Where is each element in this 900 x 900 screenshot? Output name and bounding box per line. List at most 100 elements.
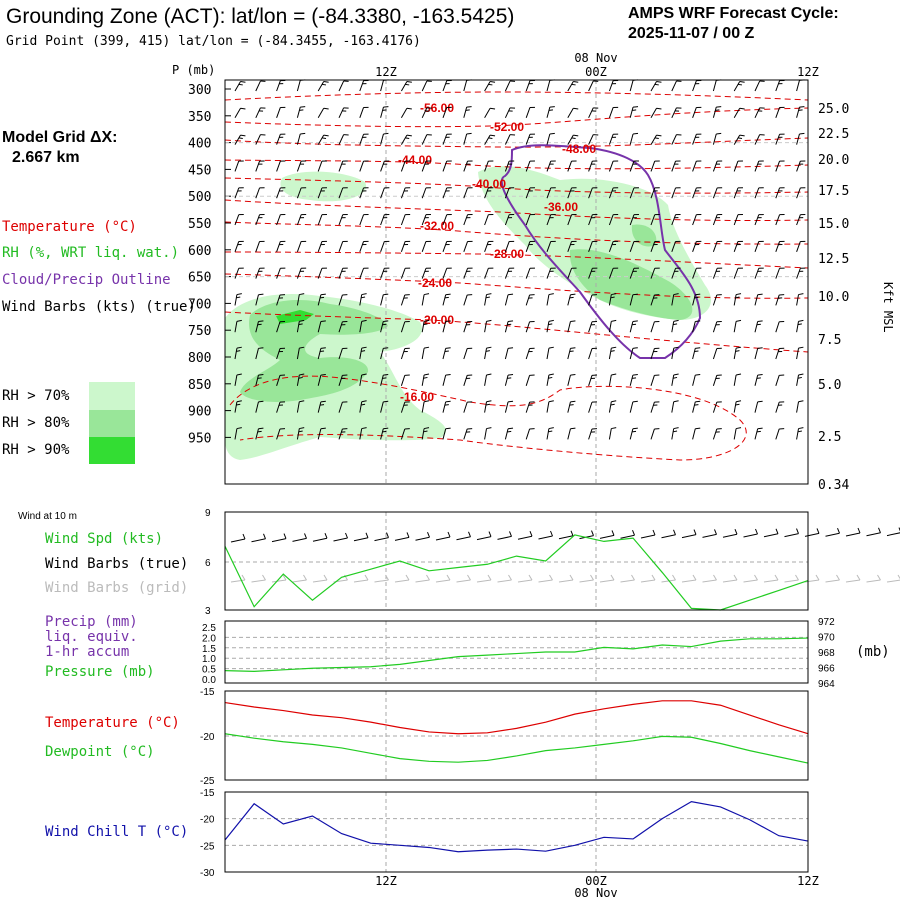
wind-barb: [609, 401, 616, 413]
rh-legend-swatch-90: [89, 437, 135, 464]
wind-barb: [609, 161, 618, 171]
wind-barb: [401, 295, 409, 306]
legend-temperature: Temperature (°C): [2, 219, 137, 235]
kft-tick-label: 22.5: [818, 127, 849, 142]
legend-rh: RH (%, WRT liq. wat.): [2, 245, 179, 261]
wind-barb: [256, 81, 266, 91]
wind-speed-line: [225, 535, 808, 610]
wind-chill-panel: Wind Chill T (°C) -15-20-25-30 12Z 00Z 12Z…: [45, 788, 819, 900]
surface-barb-grid: [395, 575, 409, 582]
wind-barb: [235, 241, 244, 251]
wind-chill-line: [225, 802, 808, 852]
wind-barb: [297, 215, 306, 225]
rh-legend-label-70: RH > 70%: [2, 388, 70, 404]
wind-barb: [464, 429, 472, 440]
surface-barb-true: [744, 529, 758, 537]
surface-barb-grid: [518, 575, 532, 582]
surface-barb-grid: [313, 575, 327, 582]
dewpoint-label: Dewpoint (°C): [45, 744, 155, 760]
wind-barb: [755, 294, 763, 305]
surface-barb-true: [416, 532, 430, 540]
surface-barb-grid: [231, 575, 245, 582]
wind-barb: [339, 215, 348, 225]
wind-barb: [609, 81, 618, 91]
surface-wind-panel: Wind at 10 m Wind Spd (kts) Wind Barbs (…: [18, 508, 900, 617]
wind-barb: [693, 401, 701, 412]
surface-barb-grid: [457, 575, 471, 582]
wind-barb: [381, 107, 389, 118]
wind-barb: [651, 321, 659, 332]
wind-barb: [256, 161, 265, 171]
isotherm-label: -56.00: [420, 101, 454, 115]
wind-barb: [505, 81, 515, 91]
y-tick-label-right: 964: [818, 679, 835, 690]
wind-barb: [651, 429, 659, 440]
kft-tick-label: 20.0: [818, 153, 849, 168]
wind-barb: [713, 429, 721, 440]
wind-barb: [568, 108, 578, 118]
wind-barb: [755, 241, 764, 251]
wind-barb: [505, 348, 513, 359]
x-tick-label: 12Z: [375, 874, 397, 888]
wind-barb: [381, 215, 390, 225]
wind-barb: [776, 321, 784, 332]
kft-tick-label: 25.0: [818, 102, 849, 117]
wind-barb: [693, 374, 701, 385]
rh-legend: RH > 70% RH > 80% RH > 90%: [2, 382, 135, 464]
temp-dewpoint-panel: Temperature (°C) Dewpoint (°C) -15 -20 -…: [45, 687, 808, 787]
rh-region-70-upper: [280, 172, 366, 202]
wind-barb: [339, 81, 349, 91]
surface-barb-true: [846, 528, 860, 536]
wind-barb: [360, 81, 369, 91]
precip-pressure-frame: [225, 621, 808, 683]
wind-barb: [734, 320, 741, 332]
surface-barb-true: [395, 532, 409, 540]
precip-accum-label: 1-hr accum: [45, 644, 129, 660]
wind-barb: [526, 321, 534, 332]
wind-barb: [443, 294, 451, 305]
wind-barb: [526, 295, 534, 306]
wind-barb: [755, 428, 763, 439]
surface-barb-grid: [477, 575, 491, 582]
isotherm-56: [225, 92, 808, 100]
surface-barb-true: [600, 530, 614, 538]
pressure-label: 400: [188, 137, 211, 152]
wind-barb: [401, 241, 410, 251]
cross-section-panel: P (mb) 08 Nov 12Z 00Z 12Z: [172, 51, 895, 493]
wind-barb: [360, 215, 369, 225]
surface-barb-true: [293, 533, 307, 541]
wind-barb: [485, 347, 492, 359]
isotherm-label: -44.00: [398, 153, 432, 167]
wind-barb: [630, 80, 638, 91]
surface-barb-grid: [867, 575, 881, 582]
wind-barb: [547, 320, 554, 332]
isotherm-label: -52.00: [490, 120, 524, 134]
kft-tick-label: 2.5: [818, 430, 841, 445]
isotherm-label: -40.00: [472, 177, 506, 191]
x-tick-label: 00Z: [585, 65, 607, 79]
precip-pressure-panel: Precip (mm) liq. equiv. 1-hr accum Press…: [45, 614, 890, 690]
pressure-label: 650: [188, 271, 211, 286]
wind-barb: [734, 241, 743, 251]
surface-barb-grid: [559, 575, 573, 582]
wind-barb: [713, 241, 722, 251]
wind-barb: [526, 375, 534, 386]
rh-legend-label-80: RH > 80%: [2, 415, 70, 431]
wind-barb: [755, 215, 764, 225]
x-tick-label: 12Z: [375, 65, 397, 79]
wind-barb: [755, 374, 763, 385]
wind-barb: [568, 81, 578, 91]
wind-barb: [464, 161, 473, 171]
wind-barb: [485, 135, 495, 145]
wind-barb: [651, 108, 661, 118]
surface-barb-true: [805, 528, 819, 536]
wind-barb: [256, 135, 266, 145]
wind-barb: [734, 108, 744, 118]
wind-barb: [464, 107, 472, 118]
wind-barbs-grid-label: Wind Barbs (grid): [45, 580, 188, 596]
wind-10m-label: Wind at 10 m: [18, 511, 77, 522]
y-tick-label: 3: [205, 606, 211, 617]
x-tick-label: 12Z: [797, 65, 819, 79]
wind-barb: [693, 428, 701, 439]
pressure-unit-label: (mb): [856, 644, 890, 660]
